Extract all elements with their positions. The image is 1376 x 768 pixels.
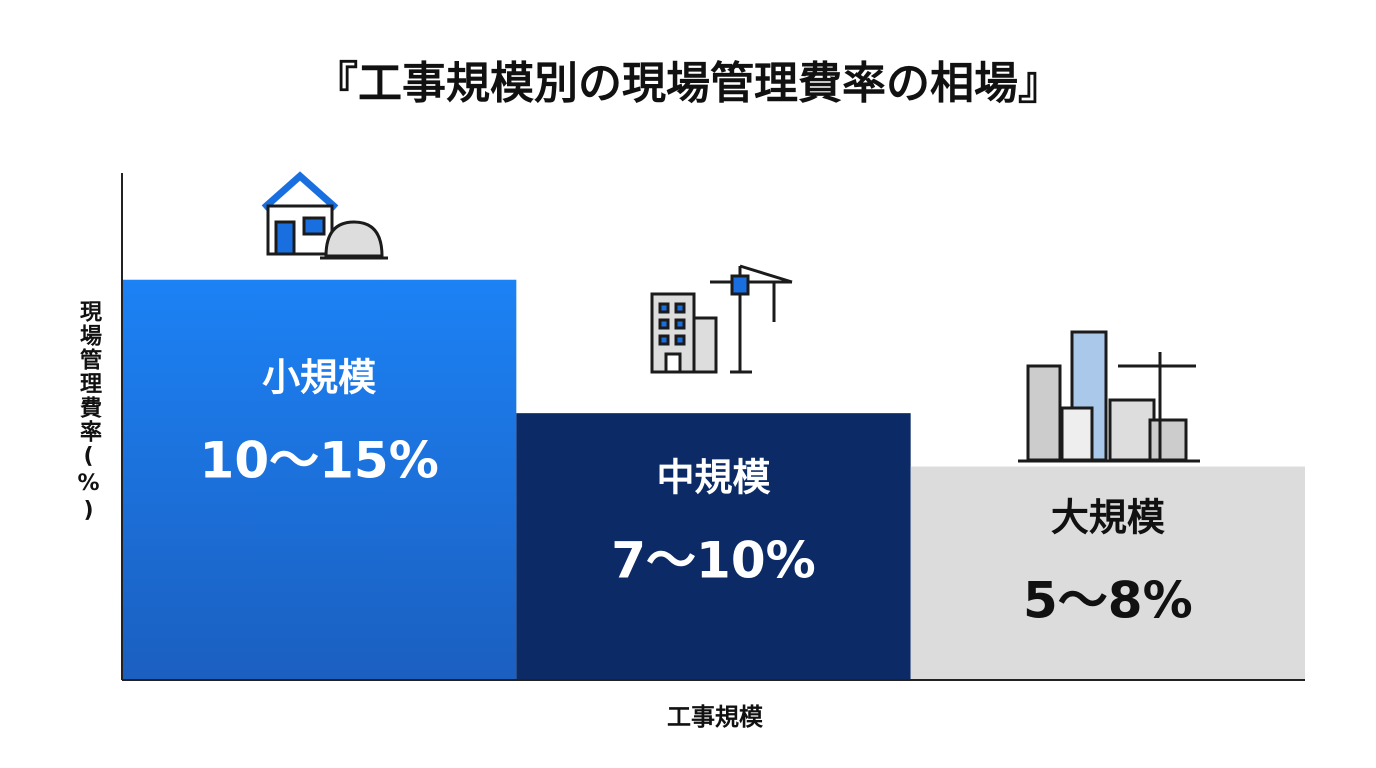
building-crane-icon	[650, 264, 793, 374]
value-label: 5〜8%	[1023, 571, 1193, 629]
value-label: 7〜10%	[611, 531, 815, 589]
category-label: 小規模	[262, 355, 376, 399]
value-label: 10〜15%	[200, 431, 439, 489]
x-axis-label: 工事規模	[667, 703, 764, 731]
bar	[516, 413, 911, 680]
chart-title: 『工事規模別の現場管理費率の相場』	[314, 58, 1062, 109]
category-label: 大規模	[1051, 495, 1165, 539]
bars	[122, 279, 1305, 680]
y-axis-label: 現場管理費率(%)	[76, 299, 101, 525]
bar	[122, 279, 517, 680]
city-icon	[1018, 330, 1200, 463]
bar	[910, 466, 1305, 680]
house-icon	[261, 171, 388, 260]
category-label: 中規模	[656, 455, 770, 499]
